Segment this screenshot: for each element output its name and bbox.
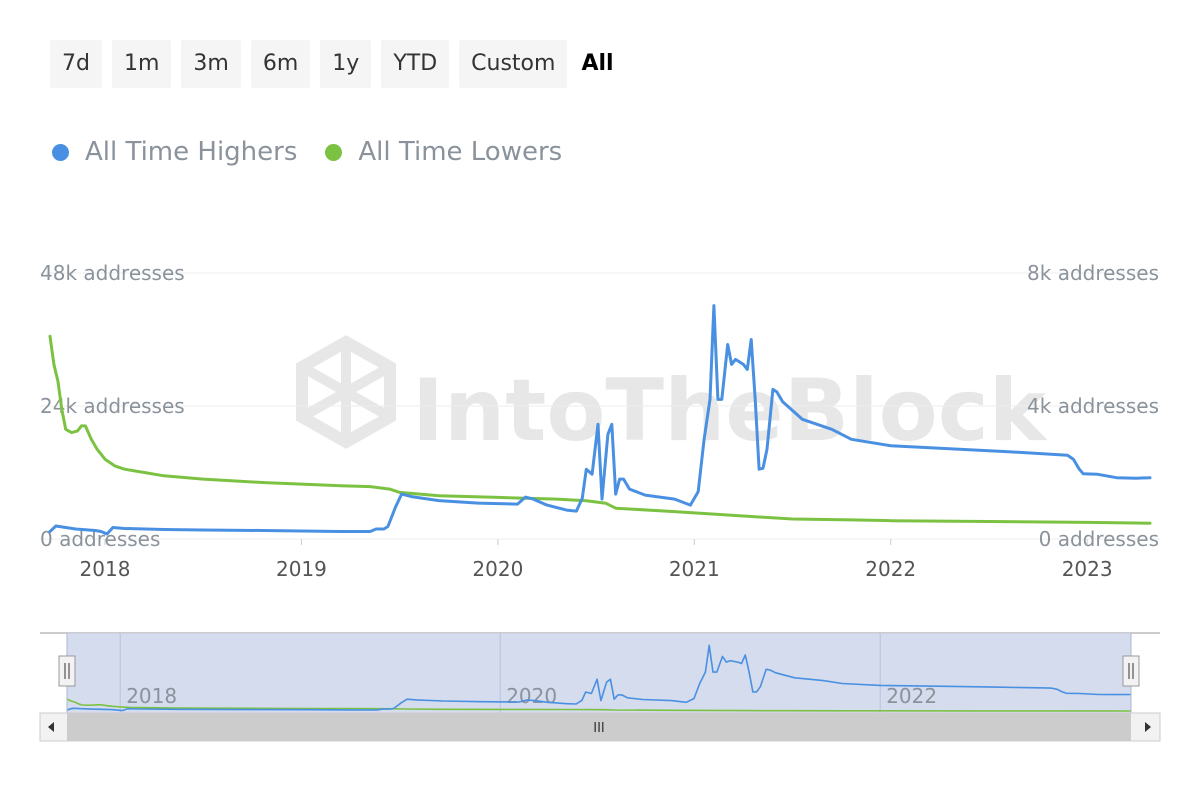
watermark-text: IntoTheBlock: [412, 361, 1048, 461]
navigator-tick-label: 2020: [506, 684, 557, 708]
scrollbar-grip-icon: III: [593, 721, 605, 736]
y-right-tick-label: 8k addresses: [1027, 261, 1159, 285]
scroll-right-arrow-icon[interactable]: [1145, 722, 1151, 732]
x-tick-label: 2020: [472, 557, 523, 581]
navigator-series: [66, 644, 1132, 712]
navigator-series-all-time-highers: [66, 644, 1132, 712]
navigator-grid: [119, 633, 881, 713]
range-button-6m[interactable]: 6m: [250, 40, 311, 88]
watermark-logo-icon: [296, 335, 396, 449]
y-right-tick-label: 0 addresses: [1039, 527, 1159, 551]
navigator-handle-left[interactable]: [58, 655, 76, 687]
y-left-tick-label: 48k addresses: [40, 261, 185, 285]
legend-dot-icon: [52, 143, 69, 161]
y-right-tick-label: 4k addresses: [1027, 394, 1159, 418]
legend-dot-icon: [325, 143, 343, 161]
legend-item-all-time-highers[interactable]: All Time Highers: [52, 137, 297, 167]
series-line-all-time-highers[interactable]: [48, 304, 1152, 536]
scroll-left-arrow-icon[interactable]: [48, 722, 55, 732]
navigator-labels: 2018 2020 2022: [126, 684, 937, 708]
navigator-tick-label: 2018: [126, 684, 177, 708]
range-button-7d[interactable]: 7d: [50, 40, 102, 88]
x-tick-label: 2021: [669, 557, 720, 581]
plot-area: [48, 304, 1152, 536]
legend-label: All Time Highers: [85, 137, 298, 167]
x-tick-label: 2022: [865, 557, 916, 581]
x-tick-label: 2019: [276, 557, 327, 581]
range-button-all[interactable]: All: [581, 51, 614, 76]
y-axis-right: 0 addresses 4k addresses 8k addresses: [1027, 261, 1159, 551]
range-button-1m[interactable]: 1m: [111, 40, 172, 88]
range-button-1y[interactable]: 1y: [320, 40, 372, 88]
legend: All Time Highers All Time Lowers: [52, 132, 562, 172]
x-axis: 2018 2019 2020 2021 2022 2023: [80, 539, 1113, 581]
navigator-scrollbar[interactable]: III: [39, 712, 1161, 742]
watermark: IntoTheBlock: [296, 335, 1048, 461]
navigator[interactable]: 2018 2020 2022 III: [39, 632, 1161, 742]
x-tick-label: 2023: [1062, 557, 1113, 581]
range-selector: 7d 1m 3m 6m 1y YTD Custom All: [50, 40, 618, 88]
navigator-handle-right[interactable]: [1122, 655, 1140, 687]
grid: [40, 272, 1160, 540]
legend-item-all-time-lowers[interactable]: All Time Lowers: [325, 137, 562, 167]
range-button-ytd[interactable]: YTD: [381, 40, 450, 88]
navigator-series-all-time-lowers: [66, 698, 1132, 712]
range-button-3m[interactable]: 3m: [181, 40, 241, 88]
navigator-selected-range[interactable]: [67, 633, 1131, 713]
x-tick-label: 2018: [80, 557, 131, 581]
scrollbar-thumb[interactable]: [67, 713, 1131, 741]
legend-label: All Time Lowers: [358, 137, 563, 167]
range-button-custom[interactable]: Custom: [459, 40, 568, 88]
navigator-tick-label: 2022: [886, 684, 937, 708]
series-line-all-time-lowers[interactable]: [48, 334, 1152, 525]
